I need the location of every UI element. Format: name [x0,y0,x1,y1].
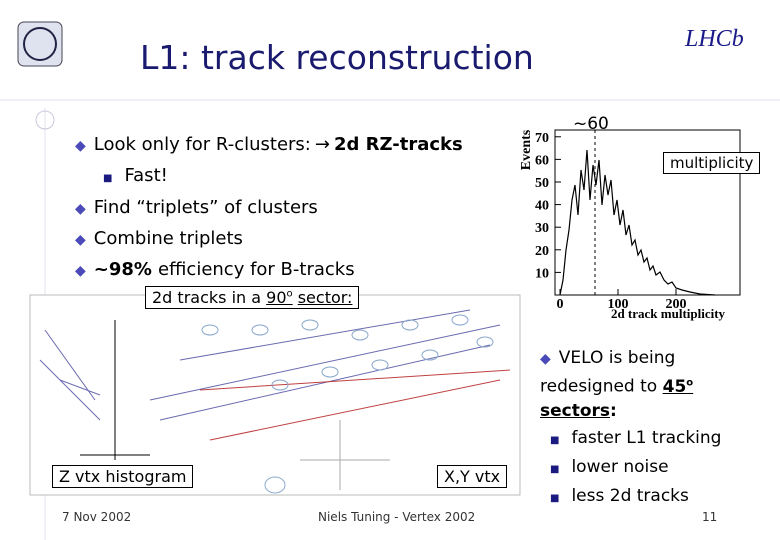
sub-icon: ■ [550,463,560,475]
y-tick-label: 60 [535,153,549,168]
caption-tail: sector: [297,288,353,307]
slide-title: L1: track reconstruction [140,38,534,77]
y-tick-label: 10 [535,266,549,281]
figure-caption: 2d tracks in a 90o sector: [145,286,360,309]
legend-label: multiplicity [663,152,761,174]
y-tick-label: 40 [535,199,549,214]
bullet: ◆ Look only for R-clusters: → 2d RZ-tracks [75,130,463,161]
bullet-list: ◆ Look only for R-clusters: → 2d RZ-tracks ■… [75,130,463,286]
sub-icon: ■ [550,492,560,504]
sub-bullet: ■ faster L1 tracking [550,425,775,454]
bullet-icon: ◆ [540,351,551,367]
x-tick-label: 100 [608,297,629,312]
bullet-icon: ◆ [75,201,86,217]
sub-text: less 2d tracks [571,485,689,506]
bullet-strong: sectors [540,400,611,421]
bullet-strong: ~98% [93,259,152,280]
x-tick-label: 0 [557,297,564,312]
cern-logo [23,27,57,61]
caption-num: 90 [266,288,287,307]
bullet-num: 45 [662,376,687,397]
sub-text: Fast! [124,165,168,186]
histogram-shape [559,149,716,296]
sub-icon: ■ [103,173,113,184]
bullet-tail: : [610,400,617,421]
x-axis-label: 2d track multiplicity [611,306,726,321]
footer-page: 11 [702,510,718,524]
y-tick-label: 50 [535,176,549,191]
bullet-strong: 2d RZ-tracks [333,134,463,155]
y-tick-label: 20 [535,244,549,259]
y-tick-label: 70 [535,131,549,146]
figure-label: X,Y vtx [437,465,508,488]
bullet-icon: ◆ [75,138,86,154]
annotation: ~60 [573,114,609,134]
sub-bullet: ■ Fast! [103,161,463,193]
tracks [39,309,511,441]
x-tick-label: 200 [666,297,687,312]
y-tick-label: 30 [535,221,549,236]
bullet-text: VELO is being redesigned to [540,348,676,397]
sub-text: lower noise [571,456,669,477]
caption-text: 2d tracks in a [152,288,262,307]
bullet-sup: o [686,377,694,388]
sub-bullet: ■ lower noise [550,454,775,483]
y-axis-label: Events [519,129,534,170]
footer-date: 7 Nov 2002 [62,510,132,524]
bullet-text: Look only for R-clusters: [93,134,311,155]
logo: LHCb [685,26,744,52]
plot-frame [554,129,741,296]
sub-bullet: ■ less 2d tracks [550,483,775,512]
bullet-text: Combine triplets [93,228,243,249]
caption-sup: o [286,288,293,300]
sub-icon: ■ [550,434,560,446]
footer-author: Niels Tuning - Vertex 2002 [318,510,476,524]
figure-label: Z vtx histogram [52,465,194,488]
right-bullet: ◆ VELO is being redesigned to 45o sectors… [540,346,775,512]
ornament [35,110,55,130]
bullet-text: Find “triplets” of clusters [93,197,318,218]
sub-text: faster L1 tracking [571,427,722,448]
arrow: → [314,134,330,155]
clusters [201,314,494,494]
bullet-icon: ◆ [75,232,86,248]
bullet-icon: ◆ [75,263,86,279]
sub-list: ■ faster L1 tracking ■ lower noise ■ less 2d … [550,425,775,512]
bullet: ◆ ~98% efficiency for B-tracks [75,255,463,286]
bullet: ◆ Find “triplets” of clusters [75,193,463,224]
bullet: ◆ Combine triplets [75,224,463,255]
bullet-text: efficiency for B-tracks [157,259,355,280]
